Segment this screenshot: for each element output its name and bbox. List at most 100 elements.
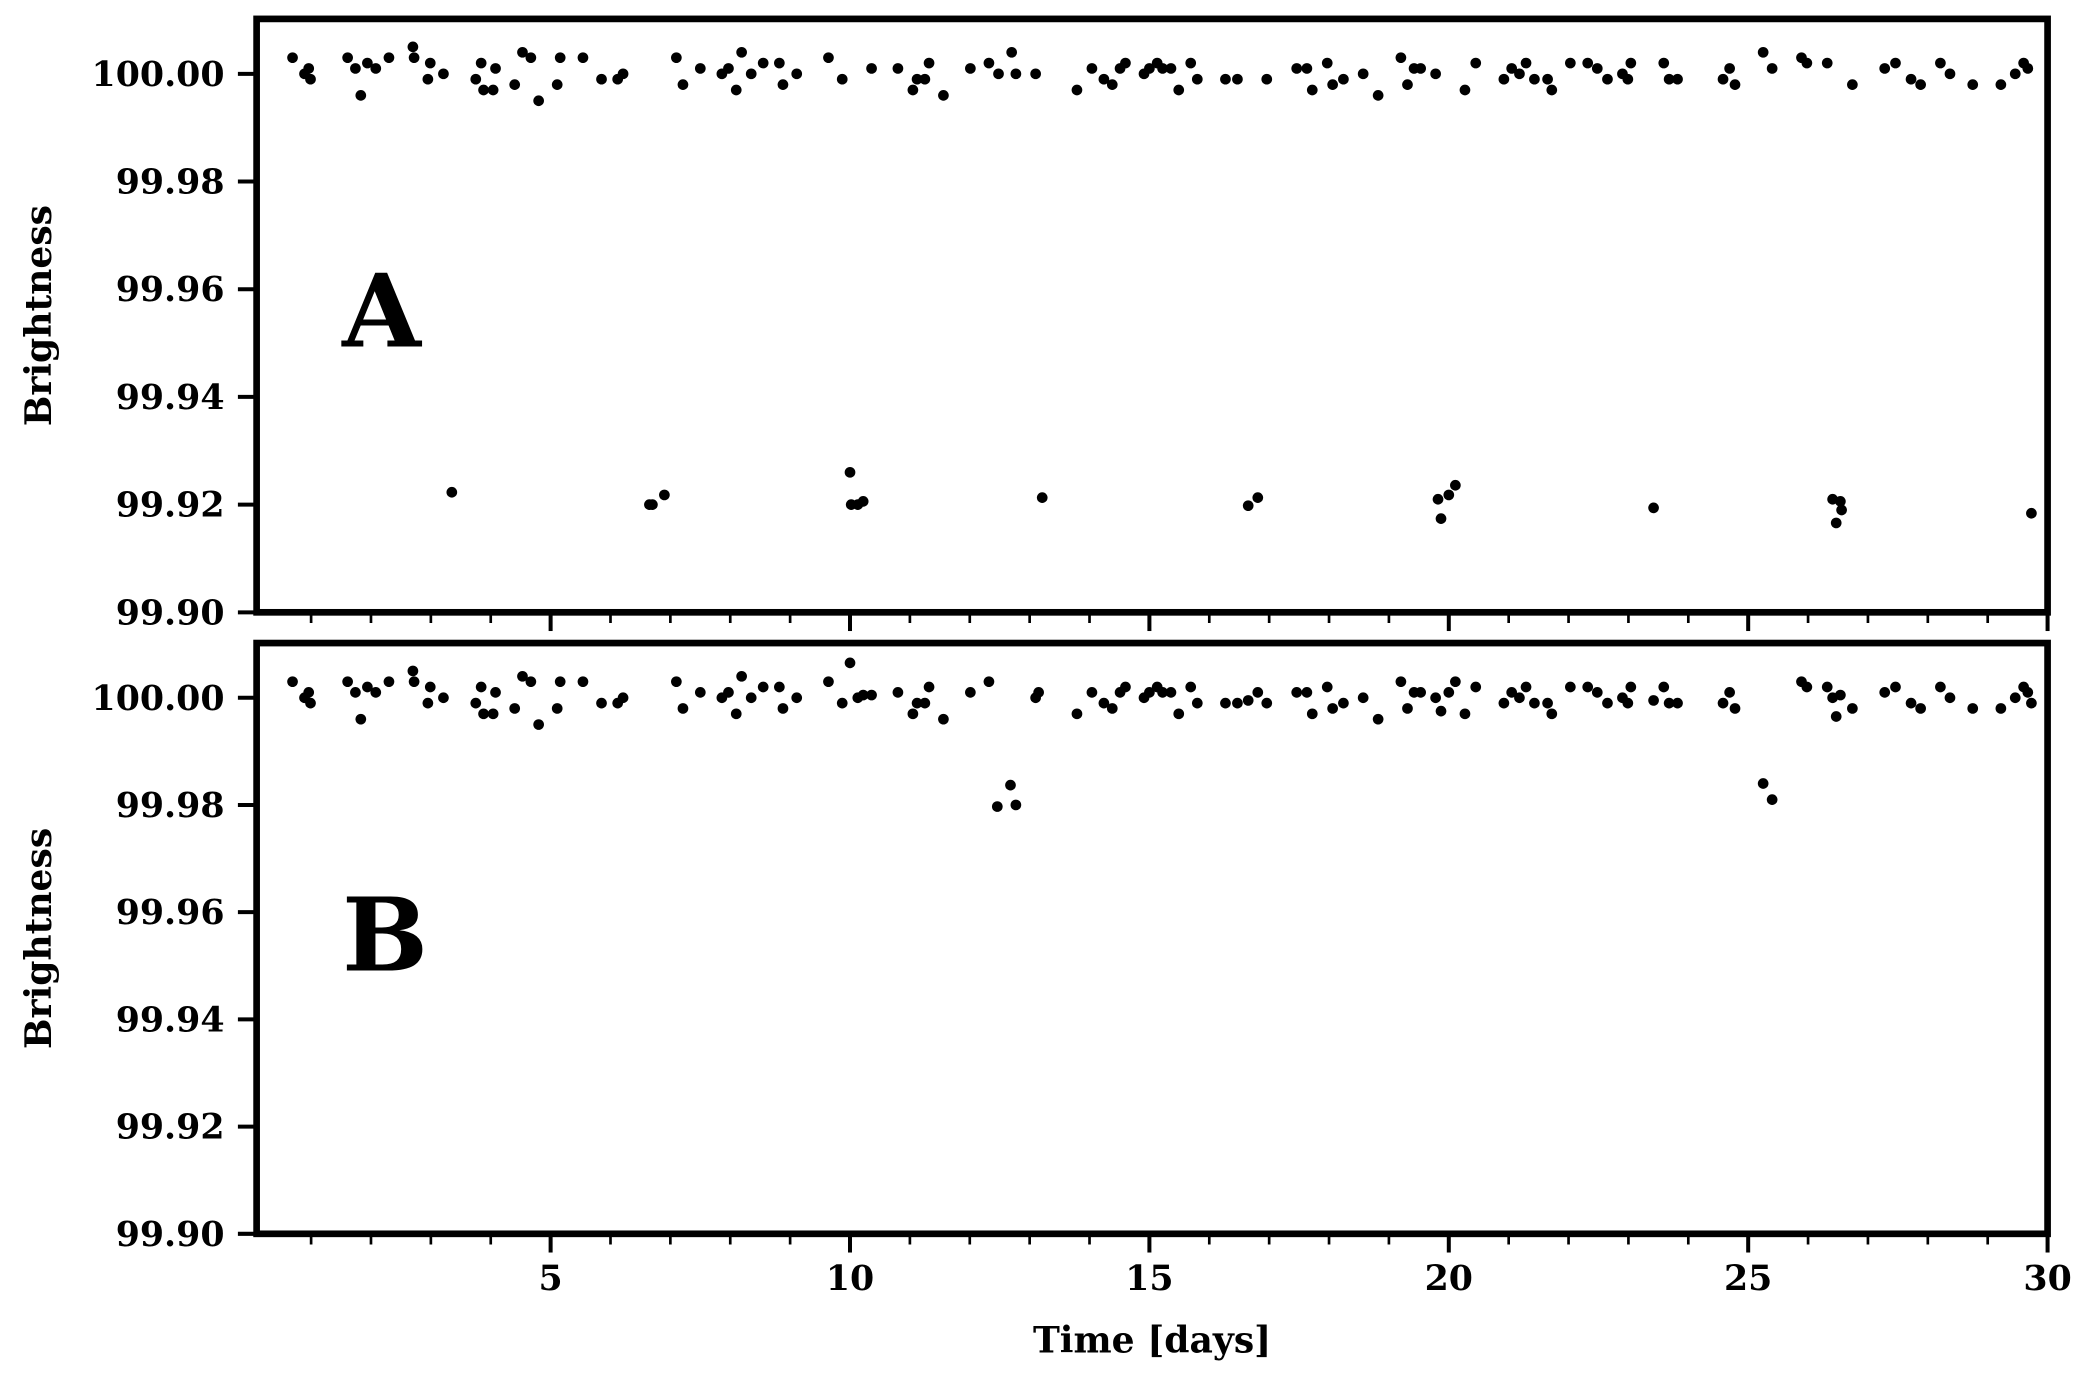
data-point [1766,794,1778,805]
data-point [1625,681,1637,693]
data-point [551,703,563,714]
data-point [965,63,976,74]
data-point [791,68,803,80]
data-point [478,708,489,720]
data-point [677,79,689,90]
data-point [1967,79,1979,90]
data-point [1622,73,1634,85]
data-point [1185,681,1197,693]
x-tick-label: 20 [1425,1258,1473,1299]
data-point [1372,713,1384,725]
data-point [303,687,315,698]
data-point [1757,778,1769,789]
data-point [342,676,353,688]
data-point [777,703,789,714]
data-point [1071,84,1083,96]
data-point [490,63,501,74]
data-point [1565,681,1576,693]
data-point [1582,681,1594,693]
data-point [671,676,682,688]
y-tick-label: 99.96 [116,269,225,310]
data-point [938,90,949,101]
data-point [736,46,747,58]
data-point [919,697,931,709]
x-tick-label: 10 [826,1258,874,1299]
data-point [1402,703,1413,714]
data-point [1658,681,1670,693]
data-point [1357,692,1369,704]
data-point [370,63,382,74]
data-point [517,670,528,682]
data-point [1529,697,1540,709]
data-point [1542,73,1553,85]
data-point [659,489,670,501]
data-point [892,63,904,74]
data-point [1415,687,1426,698]
data-point [1120,57,1131,69]
data-point [844,466,856,478]
data-point [470,73,482,85]
data-point [857,689,869,701]
data-point [355,90,367,101]
data-point [1835,496,1846,507]
data-point [487,84,499,96]
data-point [350,63,361,74]
data-point [1327,79,1338,90]
data-point [1261,73,1273,85]
data-point [1724,687,1735,698]
data-point [1291,687,1303,698]
data-point [983,676,995,688]
data-point [1435,705,1447,717]
data-point [1766,63,1778,74]
data-point [1729,703,1741,714]
data-point [1220,73,1231,85]
data-point [383,676,395,688]
data-point [424,681,436,693]
data-point [677,703,689,714]
data-point [1098,73,1110,85]
y-tick-label: 99.90 [116,1214,225,1255]
data-point [1801,681,1813,693]
data-point [1648,502,1659,514]
data-point [577,52,589,64]
data-point [1459,84,1471,96]
y-tick-label: 99.92 [116,1107,225,1148]
data-point [1905,697,1917,709]
data-point [1470,681,1482,693]
data-point [774,57,785,69]
data-point [1498,697,1510,709]
data-point [866,689,877,701]
data-point [777,79,789,90]
data-point [1357,68,1369,80]
data-point [1306,708,1318,720]
data-point [422,697,434,709]
data-point [1995,703,2007,714]
data-point [1582,57,1594,69]
data-point [1672,73,1683,85]
data-point [1430,692,1441,704]
data-point [1470,57,1482,69]
x-axis-label: Time [days] [1033,1319,1271,1362]
data-point [525,676,537,688]
data-point [355,713,367,725]
data-point [1995,79,2007,90]
data-point [723,63,734,74]
data-point [1395,52,1407,64]
x-tick-label: 30 [2023,1258,2071,1299]
data-point [1010,68,1022,80]
data-point [911,73,923,85]
data-point [1648,695,1659,706]
data-point [1625,57,1637,69]
data-point [1036,492,1048,503]
data-point [1372,90,1384,101]
data-point [1915,79,1926,90]
y-tick-label: 100.00 [92,678,225,719]
data-point [1905,73,1917,85]
data-point [2022,687,2034,698]
data-point [551,79,563,90]
data-point [1717,73,1729,85]
y-axis-label: Brightness [17,205,60,426]
data-point [2026,507,2037,519]
data-point [362,57,373,69]
